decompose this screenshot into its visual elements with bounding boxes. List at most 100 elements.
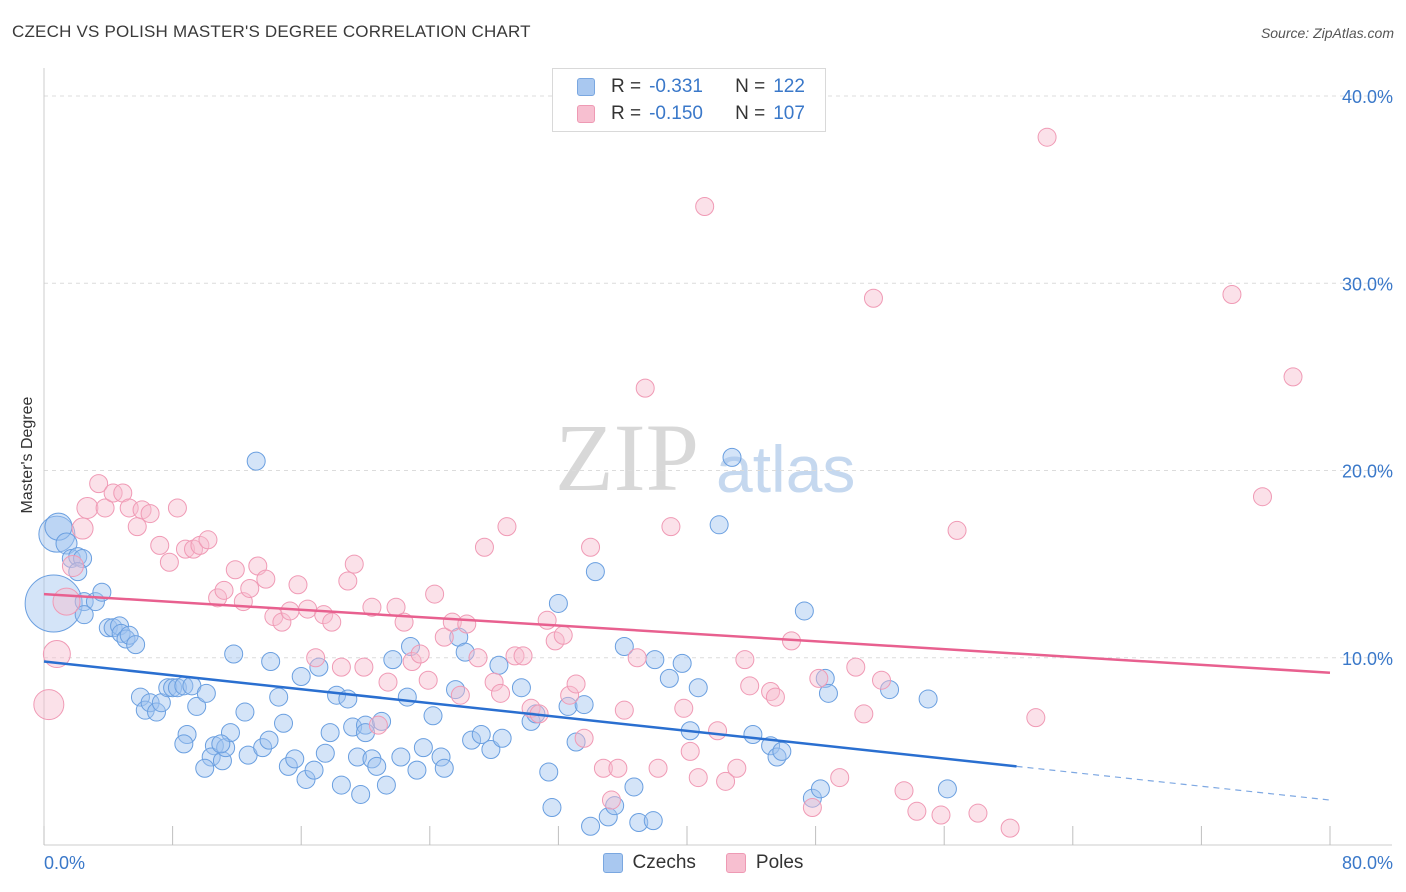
czechs-point: [434, 758, 454, 778]
czechs-point: [383, 650, 403, 670]
czechs-point: [195, 758, 215, 778]
poles-point: [322, 612, 342, 632]
poles-point: [680, 741, 700, 761]
poles-point: [648, 758, 668, 778]
czechs-point: [743, 725, 763, 745]
poles-point: [52, 587, 81, 616]
czechs-point: [253, 738, 273, 758]
poles-point: [402, 651, 422, 671]
czechs-point: [274, 713, 294, 733]
czechs-point: [605, 796, 625, 816]
poles-point: [33, 689, 65, 721]
czechs-point: [224, 644, 244, 664]
czechs-swatch: [577, 78, 595, 96]
poles-point: [614, 700, 634, 720]
series-legend: Czechs Poles: [0, 852, 1406, 874]
czechs-point: [372, 711, 392, 731]
y-tick-label: 30.0%: [1342, 274, 1393, 294]
poles-point: [1026, 708, 1046, 728]
czechs-point: [376, 775, 396, 795]
czechs-point: [285, 749, 305, 769]
czechs-point: [211, 734, 231, 754]
czechs-point: [235, 702, 255, 722]
chart-title: CZECH VS POLISH MASTER'S DEGREE CORRELAT…: [12, 22, 531, 41]
czechs-point: [397, 687, 417, 707]
poles-point: [208, 588, 228, 608]
poles-point: [95, 498, 115, 518]
poles-point: [688, 768, 708, 788]
czechs-point: [624, 777, 644, 797]
poles-swatch: [725, 853, 746, 873]
legend-label-czechs: Czechs: [632, 852, 696, 873]
czechs-point: [167, 678, 187, 698]
czechs-point: [492, 728, 512, 748]
watermark-atlas: atlas: [716, 432, 855, 506]
poles-swatch: [577, 105, 595, 123]
poles-point: [457, 614, 477, 634]
czechs-point: [539, 762, 559, 782]
poles-point: [802, 798, 822, 818]
poles-point: [434, 627, 454, 647]
czechs-point: [269, 687, 289, 707]
poles-point: [872, 670, 892, 690]
poles-point: [574, 728, 594, 748]
czechs-point: [462, 730, 482, 750]
poles-point: [394, 612, 414, 632]
poles-point: [894, 781, 914, 801]
poles-point: [931, 805, 951, 825]
czechs-point: [659, 668, 679, 688]
r-label: R =: [611, 103, 642, 124]
n-value: 122: [773, 76, 805, 97]
poles-point: [42, 640, 71, 669]
poles-point: [674, 698, 694, 718]
czechs-point: [24, 574, 83, 633]
czechs-point: [413, 738, 433, 758]
legend-item-poles[interactable]: Poles: [725, 852, 803, 874]
czechs-point: [815, 668, 835, 688]
poles-point: [410, 644, 430, 664]
czechs-point: [320, 723, 340, 743]
czechs-point: [158, 678, 178, 698]
poles-point: [175, 539, 195, 559]
poles-point: [627, 648, 647, 668]
czechs-point: [351, 784, 371, 804]
poles-point: [740, 676, 760, 696]
czechs-point: [246, 451, 266, 471]
poles-point: [1222, 284, 1242, 304]
czechs-trend-extension: [1016, 765, 1331, 801]
y-tick-label: 10.0%: [1342, 649, 1393, 669]
stats-legend: R = -0.331 N = 122 R = -0.150 N = 107: [552, 68, 826, 132]
watermark-zip: ZIP: [555, 404, 699, 511]
poles-point: [240, 578, 260, 598]
czechs-point: [581, 816, 601, 836]
poles-point: [708, 721, 728, 741]
poles-point: [280, 601, 300, 621]
r-value: -0.331: [649, 76, 703, 97]
poles-point: [159, 552, 179, 572]
czechs-point: [548, 593, 568, 613]
legend-item-czechs[interactable]: Czechs: [602, 852, 696, 874]
poles-point: [89, 474, 109, 494]
poles-point: [272, 612, 292, 632]
poles-point: [61, 554, 84, 577]
poles-point: [354, 657, 374, 677]
czechs-point: [259, 730, 279, 750]
czechs-point: [126, 635, 146, 655]
poles-point: [225, 560, 245, 580]
poles-point: [907, 801, 927, 821]
poles-point: [968, 803, 988, 823]
poles-point: [553, 625, 573, 645]
poles-point: [537, 610, 557, 630]
czechs-point: [709, 515, 729, 535]
poles-point: [368, 715, 388, 735]
czechs-point: [367, 756, 387, 776]
poles-point: [716, 771, 736, 791]
czechs-point: [614, 637, 634, 657]
poles-point: [288, 575, 308, 595]
czechs-point: [937, 779, 957, 799]
poles-point: [378, 672, 398, 692]
n-label: N =: [735, 76, 766, 97]
n-label: N =: [735, 103, 766, 124]
poles-point: [425, 584, 445, 604]
